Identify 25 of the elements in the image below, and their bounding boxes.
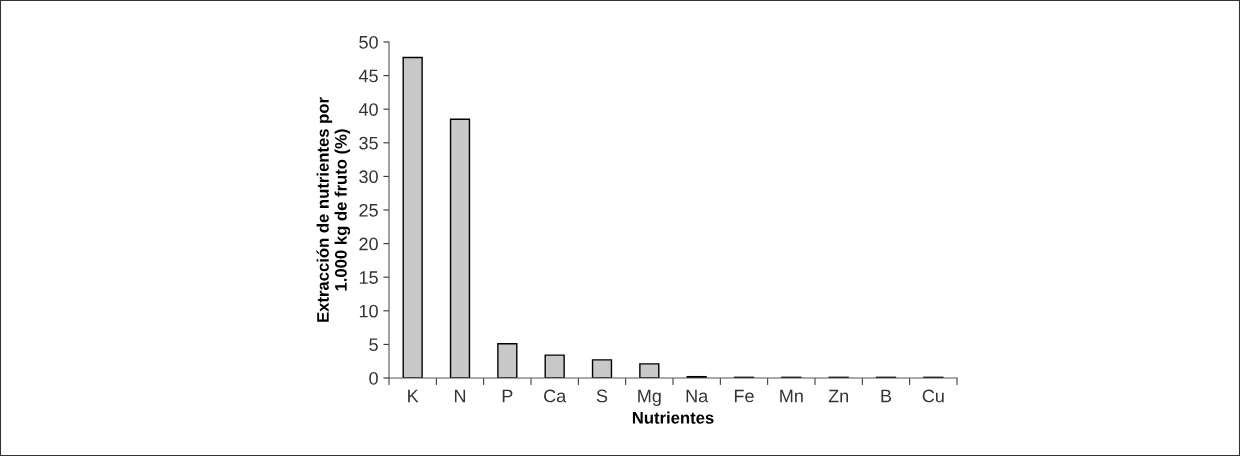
y-tick-label: 35 [359,136,378,150]
x-tick-label: Cu [922,389,944,403]
x-tick-label: K [408,389,419,403]
x-tick-label: Na [686,389,709,403]
x-axis-title: Nutrientes [632,411,714,424]
x-tick-label: N [454,389,466,403]
y-tick-label: 10 [359,304,378,318]
y-tick-label: 50 [359,35,378,49]
x-tick-label: S [596,389,608,403]
y-axis-title: Extracción de nutrientes por 1.000 kg de fruto (%) [316,97,351,322]
y-tick-label: 5 [369,338,378,352]
y-tick-label: 0 [369,371,378,385]
y-tick-label: 30 [359,170,378,184]
x-tick-label: Ca [544,389,567,403]
x-tick-label: Mg [638,389,661,406]
x-tick-label: Mn [780,389,803,403]
y-tick-label: 45 [358,69,378,83]
x-tick-label: P [502,389,513,403]
x-tick-label: Zn [828,389,849,403]
y-tick-label: 20 [359,237,378,251]
x-tick-label: Fe [734,389,754,403]
y-tick-label: 40 [358,103,378,116]
y-tick-label: 25 [359,203,378,217]
x-tick-label: B [881,389,892,403]
y-tick-label: 15 [359,271,378,284]
